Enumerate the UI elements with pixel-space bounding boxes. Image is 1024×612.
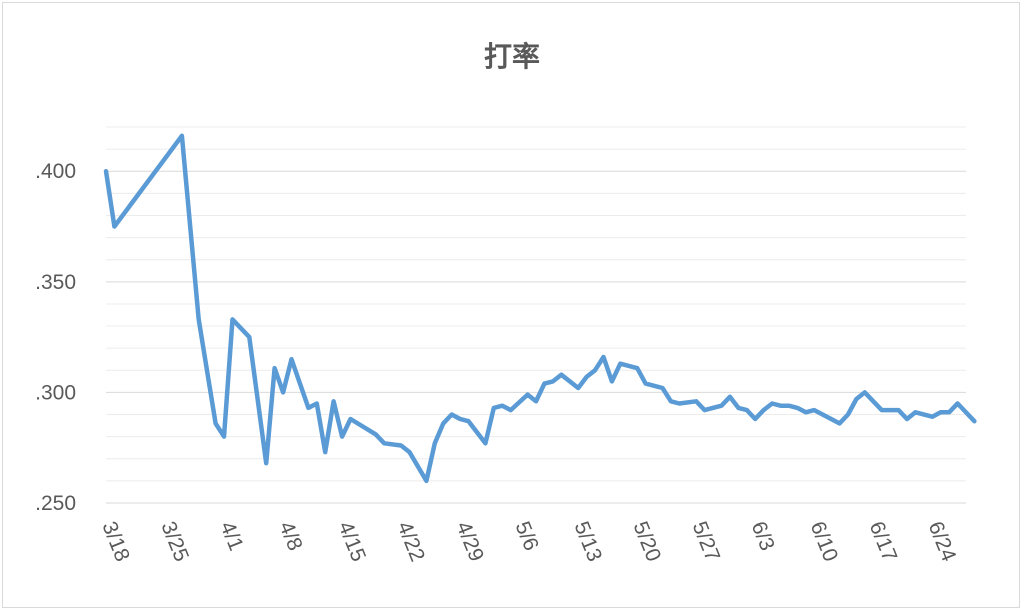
x-axis-tick-labels: 3/18 3/25 4/1 4/8 4/15 4/22 4/29 5/6 5/13 5/20 5/2…: [97, 518, 960, 565]
y-tick-label: .350: [35, 271, 76, 294]
x-tick-label: 4/15: [333, 518, 370, 565]
x-tick-label: 4/8: [274, 518, 306, 554]
y-axis-tick-labels: .250 .300 .350 .400: [35, 160, 76, 515]
x-tick-label: 6/3: [747, 518, 779, 554]
x-tick-label: 5/6: [511, 518, 543, 554]
x-tick-label: 4/29: [451, 518, 488, 565]
x-tick-label: 4/22: [392, 518, 429, 565]
series-line: [103, 133, 977, 484]
minor-gridlines: [106, 126, 966, 482]
x-tick-label: 5/27: [688, 518, 725, 565]
major-gridlines: [106, 170, 966, 504]
x-tick-label: 3/18: [97, 518, 134, 565]
x-tick-label: 3/25: [156, 518, 193, 565]
x-tick-label: 6/10: [806, 518, 843, 565]
x-tick-label: 4/1: [215, 518, 247, 554]
x-tick-label: 6/24: [924, 518, 961, 565]
y-tick-label: .300: [35, 381, 76, 404]
chart-title: 打率: [484, 40, 540, 73]
series-group: [103, 133, 977, 484]
x-tick-label: 6/17: [865, 518, 902, 565]
x-tick-label: 5/20: [629, 518, 666, 565]
x-tick-label: 5/13: [570, 518, 607, 565]
y-tick-label: .400: [35, 160, 76, 183]
y-tick-label: .250: [35, 492, 76, 515]
